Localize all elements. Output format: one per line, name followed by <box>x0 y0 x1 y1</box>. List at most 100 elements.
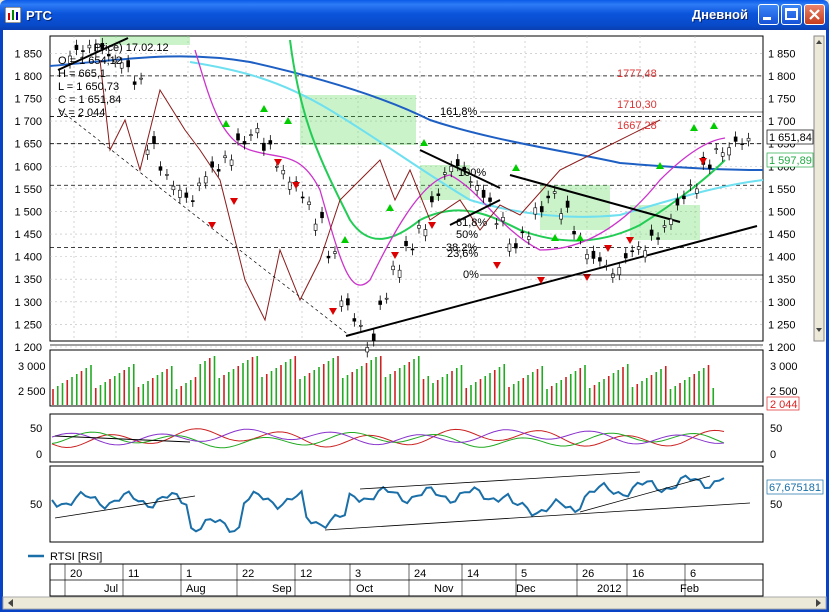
price-y-tick-right: 1 300 <box>768 297 796 309</box>
buy-arrow-icon <box>341 236 349 243</box>
ichimoku-cloud <box>540 185 610 230</box>
volume-bars <box>52 356 715 405</box>
candle <box>630 245 635 258</box>
buy-arrow-icon <box>551 234 559 241</box>
candle <box>675 193 680 211</box>
volume-value-badge <box>766 396 800 411</box>
sell-arrow-icon <box>493 262 501 269</box>
price-plot: 161,8% 100% 61,8%50%38,2%23,6% 0% 1777,48 171… <box>49 36 764 358</box>
price-y-tick-right: 1 550 <box>768 184 796 196</box>
x-axis-day-label: 22 <box>242 568 254 580</box>
ma-value-label: 1 597,89 <box>769 155 812 167</box>
candle <box>139 72 143 85</box>
candle <box>423 224 428 242</box>
close-button[interactable] <box>804 4 825 25</box>
candle <box>501 211 505 227</box>
candle <box>210 156 214 173</box>
buy-arrow-icon <box>710 122 718 129</box>
x-axis-day-label: 6 <box>690 568 696 580</box>
scroll-left-icon[interactable] <box>8 599 13 607</box>
osc-y-tick-0: 50 <box>30 423 42 435</box>
rsi-line-path <box>51 474 725 534</box>
maximize-button[interactable] <box>781 4 802 25</box>
candle <box>475 180 479 196</box>
candle <box>733 131 738 147</box>
oscillator-panel[interactable] <box>49 413 764 463</box>
x-axis-day-label: 14 <box>467 568 479 580</box>
candle <box>643 245 647 263</box>
price-panel[interactable] <box>49 35 764 342</box>
candle <box>281 164 286 180</box>
buy-arrow-icon <box>576 234 584 241</box>
candle <box>359 319 363 332</box>
rsi-panel[interactable] <box>49 465 764 543</box>
candle <box>255 122 260 139</box>
target-level-label: 1777,48 <box>617 68 657 80</box>
candle <box>229 154 234 171</box>
candle <box>119 57 124 74</box>
candle <box>714 143 719 155</box>
candle <box>662 220 667 233</box>
rsi-trendline <box>579 475 711 513</box>
price-y-tick-right: 1 250 <box>768 319 796 331</box>
sell-arrow-icon <box>230 198 238 205</box>
minimize-icon <box>763 17 771 20</box>
scroll-up-icon[interactable] <box>816 40 822 44</box>
candle <box>171 180 176 196</box>
x-axis-month-label: Oct <box>356 583 373 595</box>
candle <box>333 246 337 259</box>
volume-panel[interactable] <box>49 349 764 407</box>
rsi-value-label: 67,675181 <box>769 482 821 494</box>
sell-arrow-icon <box>292 182 300 189</box>
title-bar[interactable]: РТС Дневной <box>0 0 829 30</box>
horizontal-scrollbar[interactable] <box>2 596 827 610</box>
ma-green-line <box>289 39 726 242</box>
candle <box>623 248 628 264</box>
candle <box>152 131 156 150</box>
candle <box>682 190 686 205</box>
candle <box>307 196 311 211</box>
candle <box>397 264 402 283</box>
candle <box>391 260 395 276</box>
x-axis-day-label: 3 <box>355 568 361 580</box>
price-y-tick: 1 750 <box>14 93 42 105</box>
candle <box>113 54 118 68</box>
candle <box>249 129 253 141</box>
scroll-down-icon[interactable] <box>816 328 822 332</box>
candle <box>488 192 492 207</box>
support-trendline <box>345 225 758 337</box>
candle <box>462 161 466 176</box>
candle <box>591 245 596 264</box>
candle <box>287 176 292 195</box>
sell-arrow-icon <box>699 158 707 165</box>
minimize-button[interactable] <box>758 4 779 25</box>
candle <box>740 138 744 150</box>
channel-trendline <box>449 199 501 226</box>
candle <box>417 220 421 234</box>
candle <box>669 213 673 230</box>
volume-y-tick-0: 3 000 <box>18 361 46 373</box>
candle <box>436 188 441 202</box>
sell-arrow-icon <box>274 159 282 166</box>
candle <box>339 295 344 312</box>
info-date: Price) 17.02.12 <box>94 42 169 54</box>
price-y-tick: 1 850 <box>14 48 42 60</box>
candle <box>384 292 389 304</box>
buy-arrow-icon <box>284 117 292 124</box>
candle <box>455 154 460 172</box>
window-title: РТС <box>26 7 52 23</box>
x-axis-day-label: 26 <box>582 568 594 580</box>
price-y-tick-right: 1 400 <box>768 252 796 264</box>
candle <box>352 313 357 327</box>
candle <box>572 225 576 240</box>
info-open: O = 1 654,12 <box>58 55 122 67</box>
close-icon <box>809 9 820 20</box>
candle <box>223 150 227 164</box>
scroll-right-icon[interactable] <box>816 599 821 607</box>
candle <box>203 171 208 189</box>
vertical-scrollbar[interactable] <box>813 35 825 342</box>
candle <box>184 187 189 203</box>
buy-arrow-icon <box>260 105 268 112</box>
